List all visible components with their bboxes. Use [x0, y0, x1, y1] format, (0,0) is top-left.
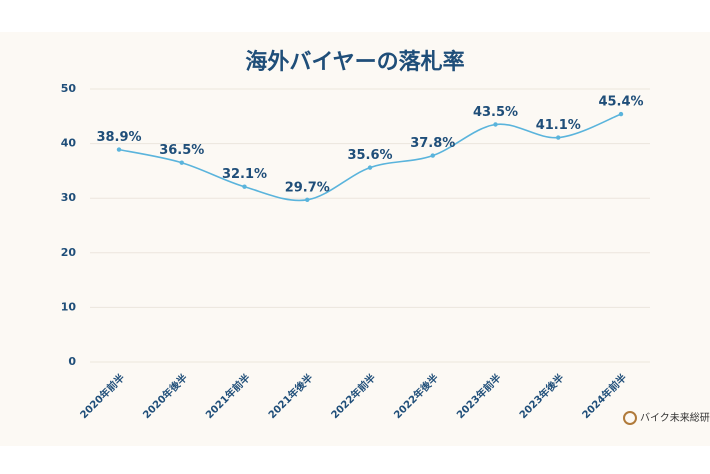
y-tick-label: 20: [61, 246, 77, 259]
point: [367, 165, 373, 170]
y-tick-label: 10: [61, 300, 77, 313]
point: [556, 135, 561, 140]
data-label: 38.9%: [96, 130, 141, 145]
data-label: 29.7%: [285, 180, 330, 195]
chart-title: 海外バイヤーの落札率: [245, 49, 464, 75]
point: [618, 111, 624, 117]
point: [493, 122, 498, 127]
point: [242, 184, 247, 189]
data-label: 32.1%: [222, 167, 267, 182]
point: [430, 153, 435, 158]
data-label: 37.8%: [410, 136, 455, 151]
data-label: 35.6%: [347, 148, 392, 163]
point: [305, 197, 310, 203]
data-label: 43.5%: [473, 105, 518, 120]
y-tick-label: 0: [68, 355, 76, 368]
y-tick-label: 50: [61, 82, 77, 95]
y-tick-label: 30: [61, 191, 77, 204]
logo-text: バイク未来総研: [640, 411, 710, 424]
logo-icon: [623, 411, 637, 425]
card-background: [0, 32, 710, 446]
data-label: 45.4%: [598, 95, 643, 110]
data-label: 41.1%: [536, 118, 581, 133]
point: [179, 160, 184, 165]
y-tick-label: 40: [61, 137, 77, 150]
point: [116, 147, 122, 152]
data-label: 36.5%: [159, 143, 204, 158]
